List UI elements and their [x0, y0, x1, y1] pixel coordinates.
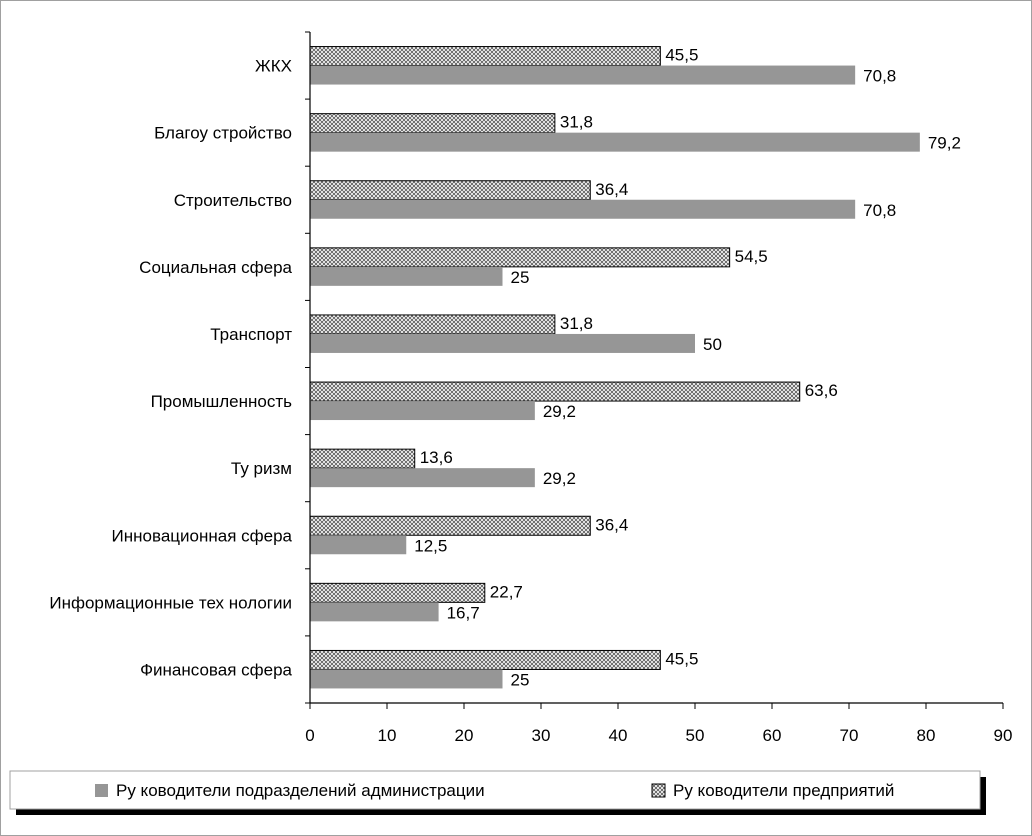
bar-administration-heads — [310, 333, 695, 353]
data-label-administration-heads: 25 — [511, 670, 530, 689]
category-label: Ту ризм — [231, 459, 292, 478]
data-label-enterprise-heads: 63,6 — [805, 381, 838, 400]
data-label-administration-heads: 70,8 — [863, 201, 896, 220]
data-label-enterprise-heads: 36,4 — [595, 515, 628, 534]
bar-administration-heads — [310, 468, 535, 488]
data-label-administration-heads: 70,8 — [863, 67, 896, 86]
bars-group — [309, 46, 920, 689]
x-tick-label: 20 — [455, 726, 474, 745]
data-label-enterprise-heads: 31,8 — [560, 314, 593, 333]
bar-enterprise-heads — [309, 113, 556, 134]
bar-enterprise-heads — [309, 381, 801, 402]
labels-group: 45,5 70,8 ЖКХ 31,8 79,2 Благоу стройство 36,4 7… — [49, 46, 1012, 745]
x-tick-label: 30 — [532, 726, 551, 745]
bar-administration-heads — [310, 199, 856, 219]
x-tick-label: 40 — [609, 726, 628, 745]
data-label-administration-heads: 25 — [511, 268, 530, 287]
bar-enterprise-heads — [309, 247, 731, 268]
data-label-administration-heads: 29,2 — [543, 469, 576, 488]
data-label-administration-heads: 16,7 — [447, 603, 480, 622]
x-tick-label: 90 — [994, 726, 1013, 745]
legend-label-administration-heads: Ру ководители подразделений администраци… — [116, 781, 485, 800]
x-tick-label: 60 — [763, 726, 782, 745]
x-tick-label: 10 — [378, 726, 397, 745]
data-label-enterprise-heads: 36,4 — [595, 180, 628, 199]
legend-swatch-administration-heads — [95, 784, 108, 797]
bar-enterprise-heads — [309, 582, 486, 603]
data-label-administration-heads: 50 — [703, 335, 722, 354]
data-label-administration-heads: 79,2 — [928, 134, 961, 153]
data-label-enterprise-heads: 45,5 — [665, 46, 698, 65]
bar-administration-heads — [310, 535, 407, 555]
x-tick-label: 80 — [917, 726, 936, 745]
category-label: Транспорт — [210, 325, 292, 344]
category-label: Благоу стройство — [154, 124, 292, 143]
bar-enterprise-heads — [309, 46, 661, 67]
bar-enterprise-heads — [309, 515, 591, 536]
bar-administration-heads — [310, 669, 503, 689]
data-label-enterprise-heads: 54,5 — [735, 247, 768, 266]
bar-administration-heads — [310, 65, 856, 85]
data-label-enterprise-heads: 22,7 — [490, 582, 523, 601]
bar-administration-heads — [310, 132, 920, 152]
category-label: Социальная сфера — [139, 258, 292, 277]
category-label: Строительство — [174, 191, 292, 210]
category-label: Инновационная сфера — [112, 526, 293, 545]
category-label: Финансовая сфера — [140, 660, 292, 679]
bar-administration-heads — [310, 401, 535, 421]
legend: Ру ководители подразделений администраци… — [9, 770, 986, 815]
legend-swatch-enterprise-heads — [651, 783, 666, 798]
legend-label-enterprise-heads: Ру ководители предприятий — [673, 781, 894, 800]
category-label: Информационные тех нологии — [49, 593, 292, 612]
data-label-administration-heads: 29,2 — [543, 402, 576, 421]
category-label: Промышленность — [151, 392, 293, 411]
category-label: ЖКХ — [255, 57, 292, 76]
x-tick-label: 50 — [686, 726, 705, 745]
bar-enterprise-heads — [309, 649, 661, 670]
x-tick-label: 0 — [305, 726, 314, 745]
bar-enterprise-heads — [309, 448, 416, 469]
bar-administration-heads — [310, 266, 503, 286]
data-label-enterprise-heads: 31,8 — [560, 113, 593, 132]
legend-box — [9, 770, 981, 810]
bar-enterprise-heads — [309, 314, 556, 335]
data-label-enterprise-heads: 45,5 — [665, 649, 698, 668]
bar-administration-heads — [310, 602, 439, 622]
data-label-administration-heads: 12,5 — [414, 536, 447, 555]
axes-group — [305, 31, 1004, 709]
bar-enterprise-heads — [309, 180, 591, 201]
data-label-enterprise-heads: 13,6 — [420, 448, 453, 467]
x-tick-label: 70 — [840, 726, 859, 745]
